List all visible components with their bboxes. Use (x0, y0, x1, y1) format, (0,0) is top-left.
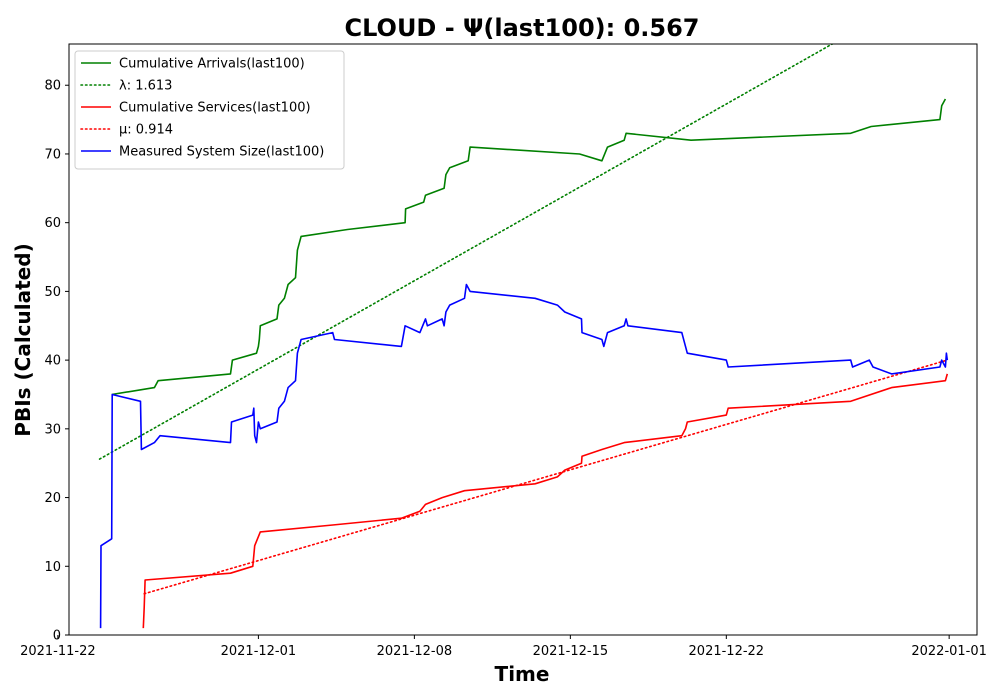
y-axis-title: PBIs (Calculated) (11, 243, 35, 436)
legend-label-4: Measured System Size(last100) (119, 145, 324, 160)
x-tick-label: 2021-12-22 (689, 644, 765, 659)
x-tick-label: 2021-12-08 (377, 644, 453, 659)
series-line-0 (111, 98, 947, 396)
y-tick-label: 70 (44, 147, 61, 162)
y-tick-label: 50 (44, 285, 61, 300)
x-tick-label: 2021-12-01 (221, 644, 297, 659)
y-tick-label: 10 (44, 560, 61, 575)
x-tick-label: 2022-01-01 (911, 644, 987, 659)
y-tick-label: 30 (44, 422, 61, 437)
legend-label-2: Cumulative Services(last100) (119, 101, 311, 116)
legend-label-3: μ: 0.914 (119, 123, 173, 138)
axes: 0 10 20 30 40 50 60 70 80 2021-11-22 2021-12-01 202… (20, 43, 987, 659)
chart-title: CLOUD - Ψ(last100): 0.567 (344, 14, 699, 42)
legend: Cumulative Arrivals(last100) λ: 1.613 Cumu… (74, 50, 345, 170)
x-axis-title: Time (495, 662, 550, 686)
series-line-1 (98, 44, 834, 460)
legend-label-0: Cumulative Arrivals(last100) (119, 57, 305, 72)
x-tick-label: 2021-11-22 (20, 644, 96, 659)
plot-area (98, 44, 949, 629)
series-line-3 (143, 359, 949, 595)
y-tick-label: 20 (44, 491, 61, 506)
legend-label-1: λ: 1.613 (119, 79, 172, 94)
y-tick-label: 0 (53, 629, 61, 644)
series-line-2 (142, 373, 949, 629)
y-tick-label: 80 (44, 79, 61, 94)
legend-box (74, 50, 345, 170)
x-tick-label: 2021-12-15 (533, 644, 609, 659)
y-tick-label: 40 (44, 354, 61, 369)
y-tick-label: 60 (44, 216, 61, 231)
plot-frame (68, 43, 978, 636)
series-line-4 (99, 283, 949, 629)
